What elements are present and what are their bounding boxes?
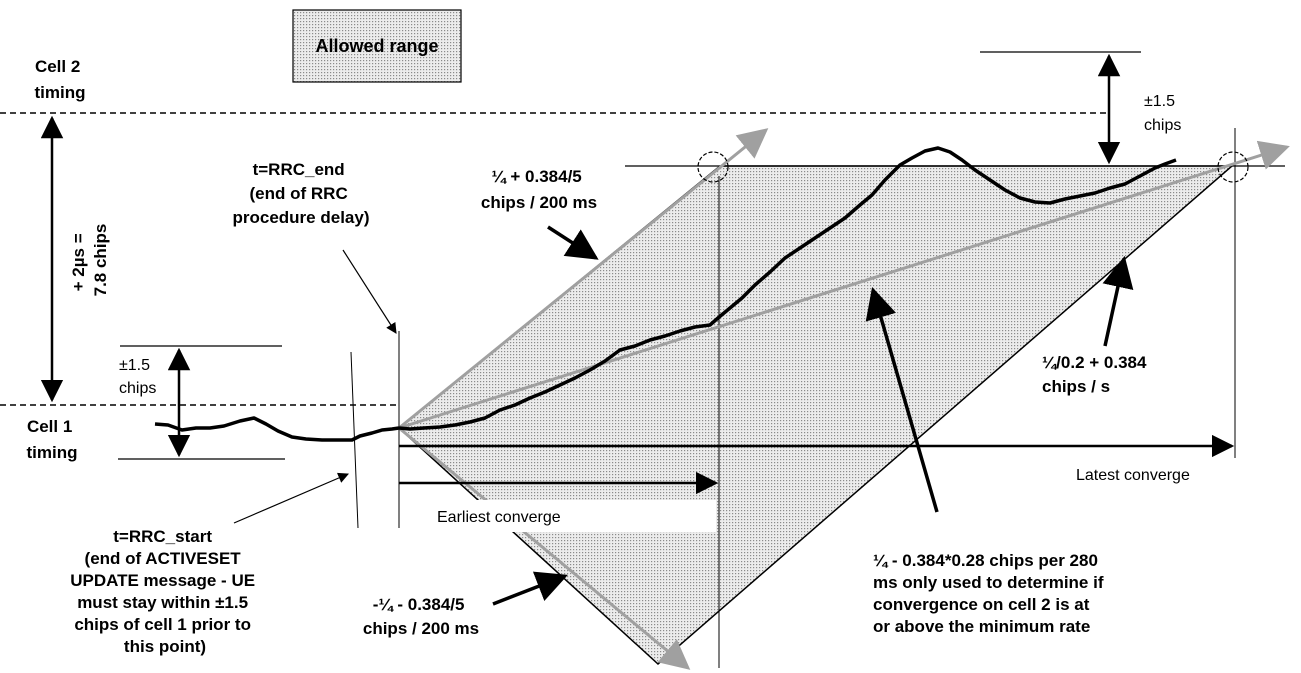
rrc-end-pointer [342,249,397,334]
min-rate-pointer [1102,255,1134,347]
min-rate-note-pointer [865,286,939,513]
lower-rate-label: -¼ - 0.384/5 chips / 200 ms [363,595,479,638]
timing-trace [154,146,1177,442]
latest-label: Latest converge [1076,467,1190,484]
offset-label: + 2µs = 7.8 chips [69,224,110,297]
convergence-circle-late [1217,151,1249,183]
upper-rate-label: ¼ + 0.384/5 chips / 200 ms [481,167,597,212]
convergence-circle-early [697,151,729,183]
rrc-end-label: t=RRC_end (end of RRC procedure delay) [233,160,370,227]
cell1-label: Cell 1 timing [27,417,78,462]
rrc-start-pointer [233,472,349,524]
min-rate-label: ¼/0.2 + 0.384 chips / s [1042,353,1151,396]
svg-text:±1.5: ±1.5 [119,357,150,374]
cell2-label: Cell 2 timing [35,57,86,102]
min-rate-line [398,140,1290,430]
latest-label-box [1062,458,1232,490]
lower-rate-pointer [492,571,568,606]
earliest-label-box [411,500,716,532]
right-tolerance: ±1.5 chips [625,51,1285,167]
min-rate-note: ¼ - 0.384*0.28 chips per 280 ms only use… [873,551,1108,636]
upper-rate-pointer [547,225,599,260]
earliest-label: Earliest converge [437,509,561,526]
rrc-start-label: t=RRC_start (end of ACTIVESET UPDATE mes… [70,527,260,656]
svg-text:chips: chips [1144,117,1181,134]
svg-text:±1.5: ±1.5 [1144,93,1175,110]
legend-allowed-range: Allowed range [292,9,462,83]
lower-envelope-line [398,426,691,670]
svg-text:chips: chips [119,380,156,397]
legend-label: Allowed range [315,36,438,56]
left-tolerance: ±1.5 chips [118,345,285,460]
